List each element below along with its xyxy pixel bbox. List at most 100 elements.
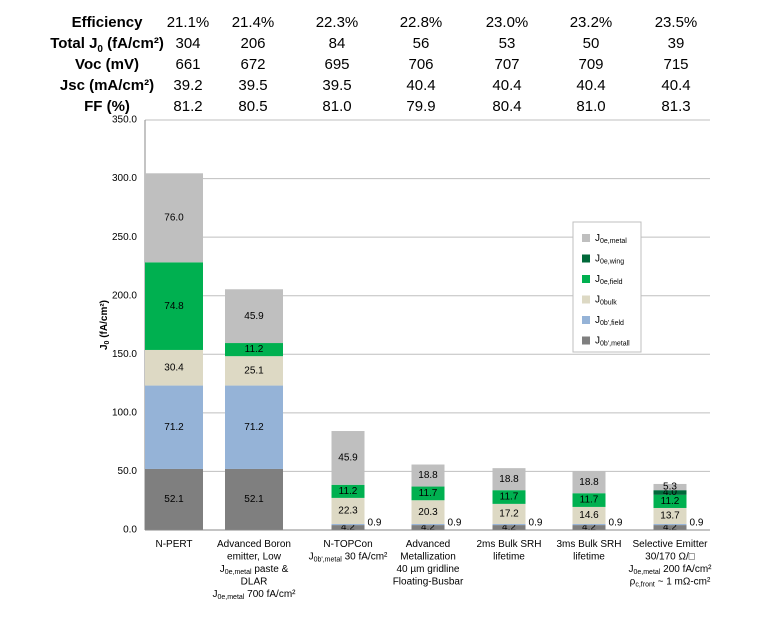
legend-box [572,221,642,353]
value-label: 52.1 [244,494,264,505]
value-label: 4.2 [582,522,596,533]
x-tick-label: Floating-Busbar [393,576,464,587]
bar-segment [331,431,365,485]
cell: 672 [240,56,265,73]
row-label: FF (%) [84,98,130,115]
x-tick-label: 2ms Bulk SRH [476,539,541,550]
x-tick-label: J0e,metal 200 fA/cm² [629,564,713,577]
subscript: 0 [97,44,103,55]
x-tick-label: J0e,metal 700 fA/cm² [213,589,297,602]
value-label: 11.2 [339,486,358,497]
bar-segment [653,525,687,530]
legend-swatch [582,336,590,345]
value-label: 45.9 [244,311,264,322]
bar-segment [492,503,526,525]
value-label: 14.6 [579,510,599,521]
text-part: Voc (mV) [75,56,139,73]
bar-segment [492,490,526,504]
cell: 81.0 [322,98,351,115]
legend-label: J0e,metal [595,233,627,246]
y-tick-label: 300.0 [112,173,137,184]
text-part: (fA/cm²) [99,300,110,341]
bar-segment [225,385,283,469]
cell: 81.3 [661,98,690,115]
text-part: J [309,551,314,562]
text-part: J [595,253,600,264]
y-tick-label: 150.0 [112,349,137,360]
text-part: Jsc (mA/cm²) [60,77,154,94]
bar-segment [145,468,203,530]
text-part: J [595,294,600,305]
subscript: 0e,metal [218,594,245,601]
cell: 40.4 [661,77,690,94]
cell: 80.4 [492,98,521,115]
text-part: lifetime [573,551,605,562]
row-label: Jsc (mA/cm²) [60,77,154,94]
bar-segment [145,262,203,350]
cell: 21.4% [232,14,275,31]
bar-segment [411,525,445,530]
cell: 22.3% [316,14,359,31]
x-tick-label: ρc,front ~ 1 mΩ-cm² [630,576,711,589]
text-part: J [629,564,634,575]
value-label: 0.9 [368,518,382,529]
bar-segment [225,356,283,386]
y-tick-label: 50.0 [118,466,138,477]
x-tick-label: J0b',metal 30 fA/cm² [309,551,388,564]
cell: 84 [329,35,346,52]
cell: 56 [413,35,430,52]
legend-swatch [582,234,590,242]
text-part: FF (%) [84,98,130,115]
value-label: 76.0 [164,212,184,223]
bar-segment [225,468,283,530]
cell: 661 [175,56,200,73]
bar-segment [572,524,606,526]
text-part: Advanced [406,539,450,550]
value-label: 0.9 [448,518,462,529]
bar-segment [653,524,687,526]
cell: 206 [240,35,265,52]
subscript: 0e,wing [600,259,624,266]
bar-segment [653,490,687,495]
subscript: 0e,metal [225,569,252,576]
text-part: J [595,233,600,244]
x-tick-label: 40 µm gridline [396,564,459,575]
y-tick-label: 100.0 [112,407,137,418]
text-part: J [99,344,110,350]
cell: 40.4 [406,77,435,94]
y-tick-label: 0.0 [123,525,137,536]
x-tick-label: DLAR [241,576,268,587]
subscript: 0e,field [600,279,623,286]
text-part: 200 fA/cm² [660,564,712,575]
bar-segment [411,464,445,487]
value-label: 4.2 [663,522,677,533]
text-part: J [213,589,218,600]
value-label: 18.8 [418,470,438,481]
subscript: 0e,metal [634,569,661,576]
x-tick-label: lifetime [573,551,605,562]
text-part: J [595,335,600,346]
bar-segment [411,486,445,501]
cell: 50 [583,35,600,52]
bar-segment [492,468,526,491]
value-label: 5.3 [663,482,677,493]
y-axis-label: J0 (fA/cm²) [99,300,112,350]
cell: 81.2 [173,98,202,115]
value-label: 13.7 [660,511,680,522]
text-part: Metallization [400,551,456,562]
bar-segment [411,524,445,526]
cell: 23.5% [655,14,698,31]
value-label: 4.2 [341,522,355,533]
value-label: 11.7 [419,488,438,499]
bar-segment [653,483,687,491]
bar-segment [572,493,606,507]
text-part: (fA/cm²) [103,35,164,52]
value-label: 20.3 [418,507,438,518]
x-tick-label: J0e,metal paste & [220,564,289,577]
cell: 81.0 [576,98,605,115]
cell: 706 [408,56,433,73]
text-part: Selective Emitter [632,539,708,550]
subscript: c,front [635,582,655,589]
bar-segment [331,484,365,498]
